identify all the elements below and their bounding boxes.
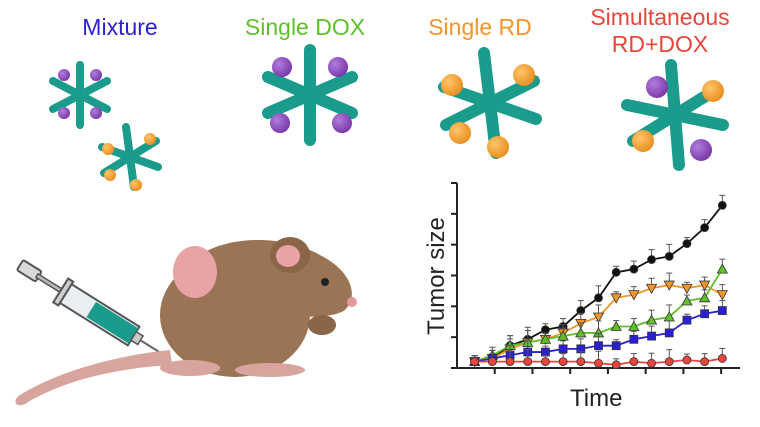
data-point xyxy=(487,357,497,367)
nanoparticle-star-icon xyxy=(262,44,358,146)
label-simultaneous: Simultaneous RD+DOX xyxy=(590,4,730,57)
data-point xyxy=(698,280,711,291)
nanoparticle-star-icon xyxy=(438,47,542,159)
data-point xyxy=(663,280,675,291)
data-point xyxy=(594,341,603,351)
data-point xyxy=(611,267,621,277)
y-axis-label: Tumor size xyxy=(423,217,450,335)
data-point xyxy=(716,263,728,274)
data-point xyxy=(558,357,568,367)
data-point xyxy=(541,325,550,335)
data-point xyxy=(716,290,728,301)
label-mixture: Mixture xyxy=(82,14,158,40)
data-point xyxy=(700,223,710,233)
data-point xyxy=(647,331,656,341)
data-point xyxy=(539,333,552,344)
data-point xyxy=(558,344,568,354)
data-point xyxy=(576,357,586,367)
label-single-dox: Single DOX xyxy=(244,14,366,40)
data-point xyxy=(664,328,674,338)
data-point xyxy=(645,283,658,295)
data-point xyxy=(717,200,727,210)
nanoparticle-star-icon xyxy=(49,61,111,129)
data-point xyxy=(541,357,550,367)
data-point xyxy=(592,312,605,323)
data-point xyxy=(611,360,621,370)
data-point xyxy=(681,283,693,295)
data-point xyxy=(611,341,621,351)
data-point xyxy=(647,358,656,368)
data-point xyxy=(664,251,674,261)
data-point xyxy=(541,347,550,357)
data-point xyxy=(681,295,693,306)
data-point xyxy=(629,357,639,367)
mouse-icon xyxy=(15,237,357,406)
data-point xyxy=(682,355,692,365)
nanoparticle-star-icon xyxy=(621,59,729,171)
data-point xyxy=(698,292,711,303)
data-point xyxy=(594,358,603,368)
data-point xyxy=(610,320,622,331)
data-point xyxy=(629,264,639,274)
data-point xyxy=(628,320,640,331)
data-point xyxy=(700,357,710,367)
data-point xyxy=(523,357,533,367)
data-point xyxy=(470,357,480,367)
data-point xyxy=(594,293,603,303)
data-point xyxy=(717,306,727,315)
data-point xyxy=(717,354,727,363)
data-point xyxy=(645,314,658,325)
data-point xyxy=(682,239,692,249)
label-single-rd: Single RD xyxy=(428,14,532,40)
data-point xyxy=(610,293,622,304)
data-point xyxy=(628,290,640,301)
data-point xyxy=(575,327,587,338)
syringe-icon xyxy=(16,259,169,359)
data-point xyxy=(557,330,569,341)
data-point xyxy=(664,357,674,367)
data-point xyxy=(505,357,515,367)
nanoparticle-star-icon xyxy=(98,123,162,191)
x-axis-label: Time xyxy=(570,385,623,412)
data-point xyxy=(700,309,710,319)
data-point xyxy=(647,255,656,264)
data-point xyxy=(682,315,692,325)
data-point xyxy=(629,334,639,344)
